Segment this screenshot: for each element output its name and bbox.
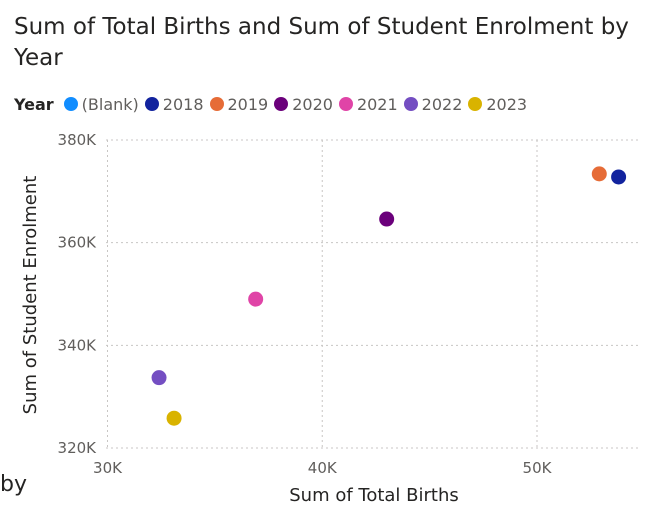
legend-marker — [209, 97, 224, 111]
y-tick-label: 360K — [58, 234, 98, 252]
legend-title: Year — [14, 94, 54, 114]
x-tick-label: 50K — [523, 459, 553, 477]
legend-marker — [338, 97, 353, 111]
legend-item[interactable]: 2020 — [274, 95, 333, 114]
chart-title: Sum of Total Births and Sum of Student E… — [14, 14, 629, 71]
x-axis-ticks: 30K 40K 50K — [93, 459, 553, 477]
legend-label: (Blank) — [81, 94, 139, 114]
legend-label: 2019 — [227, 94, 269, 114]
data-point-2019[interactable] — [591, 166, 607, 182]
x-axis-title: Sum of Total Births — [289, 485, 459, 506]
data-point-2022[interactable] — [151, 370, 167, 386]
chart-legend: Year (Blank) 2018 2019 2020 2021 2022 2023 — [14, 92, 533, 116]
legend-marker — [144, 97, 159, 111]
data-point-2021[interactable] — [248, 291, 264, 307]
grid-lines — [106, 139, 640, 449]
y-tick-label: 340K — [58, 336, 98, 354]
legend-item[interactable]: 2022 — [403, 94, 463, 114]
legend-label: 2020 — [292, 94, 333, 114]
legend-label: 2018 — [162, 94, 204, 114]
legend-item[interactable]: 2019 — [209, 94, 269, 114]
legend-marker — [274, 97, 289, 111]
y-axis-title: Sum of Student Enrolment — [20, 176, 41, 415]
legend-item[interactable]: 2018 — [144, 94, 204, 114]
y-axis-ticks: 320K 340K 360K 380K — [58, 131, 98, 457]
legend-label: 2023 — [486, 94, 528, 114]
legend-item[interactable]: (Blank) — [63, 94, 139, 114]
data-points — [151, 166, 627, 426]
legend-item[interactable]: 2023 — [468, 95, 527, 114]
legend-item[interactable]: 2021 — [338, 94, 398, 114]
legend-items: (Blank) 2018 2019 2020 2021 2022 2023 — [63, 94, 533, 114]
stray-text: by — [0, 472, 27, 497]
x-tick-label: 30K — [93, 459, 123, 477]
data-point-2023[interactable] — [166, 410, 182, 426]
legend-label: 2022 — [421, 94, 463, 114]
legend-marker — [63, 97, 78, 111]
legend-marker — [403, 97, 418, 111]
y-tick-label: 320K — [58, 439, 98, 457]
legend-label: 2021 — [356, 94, 398, 114]
x-tick-label: 40K — [308, 459, 338, 477]
data-point-2018[interactable] — [611, 169, 627, 185]
data-point-2020[interactable] — [379, 211, 395, 227]
y-tick-label: 380K — [58, 131, 98, 149]
legend-marker — [468, 97, 483, 111]
